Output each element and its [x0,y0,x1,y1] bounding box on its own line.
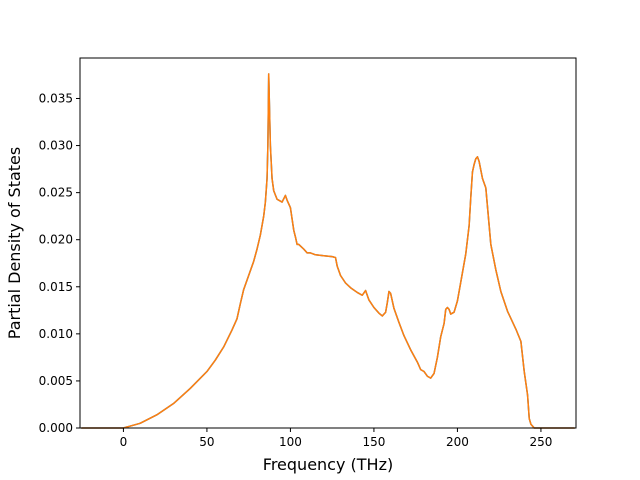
y-tick-label: 0.010 [39,327,73,341]
x-tick-label: 200 [446,435,469,449]
y-axis-title: Partial Density of States [5,147,24,339]
y-tick-label: 0.015 [39,280,73,294]
y-axis-ticks: 0.000 0.005 0.010 0.015 0.020 0.025 0.030 0.035 [39,91,80,435]
y-tick-label: 0.025 [39,186,73,200]
x-tick-label: 0 [120,435,128,449]
y-tick-label: 0.035 [39,91,73,105]
plot-frame [79,57,577,429]
x-tick-label: 150 [362,435,385,449]
y-tick-label: 0.020 [39,233,73,247]
x-tick-label: 250 [529,435,552,449]
x-tick-label: 50 [199,435,214,449]
x-tick-label: 100 [279,435,302,449]
y-tick-label: 0.005 [39,374,73,388]
y-tick-label: 0.030 [39,139,73,153]
x-axis-title: Frequency (THz) [263,455,393,474]
series-layer [80,73,576,429]
x-axis-ticks: 0 50 100 150 200 250 [120,428,552,449]
plot-area [80,58,576,428]
series-line-2 [80,73,576,429]
y-tick-label: 0.000 [39,421,73,435]
